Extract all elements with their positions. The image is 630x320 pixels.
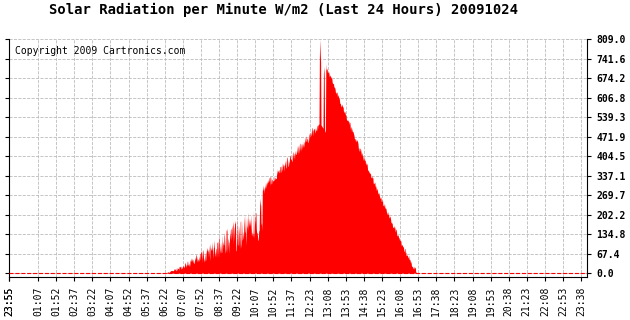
Text: Solar Radiation per Minute W/m2 (Last 24 Hours) 20091024: Solar Radiation per Minute W/m2 (Last 24… (49, 3, 518, 17)
Text: Copyright 2009 Cartronics.com: Copyright 2009 Cartronics.com (15, 46, 185, 56)
